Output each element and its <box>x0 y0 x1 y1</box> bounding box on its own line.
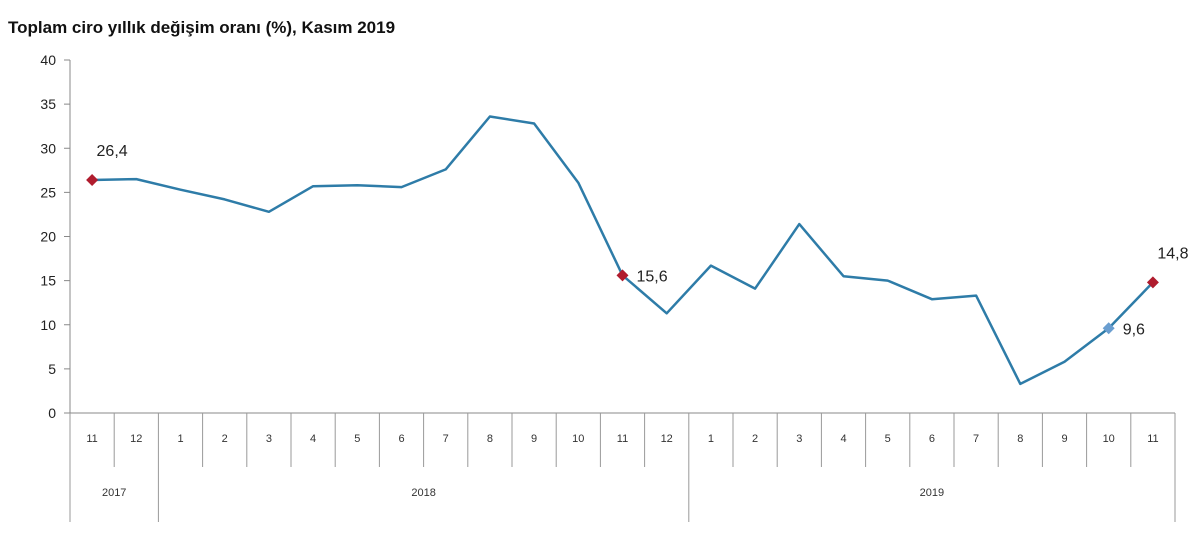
x-tick-label: 3 <box>796 433 802 445</box>
x-tick-label: 3 <box>266 433 272 445</box>
x-tick-label: 5 <box>354 433 360 445</box>
y-tick-label: 20 <box>40 229 56 245</box>
x-tick-label: 7 <box>973 433 979 445</box>
highlight-marker <box>1146 276 1159 289</box>
year-label: 2018 <box>411 487 435 499</box>
y-tick-label: 15 <box>40 273 56 289</box>
y-tick-label: 5 <box>48 361 56 377</box>
axes <box>64 59 1176 522</box>
year-label: 2017 <box>102 487 126 499</box>
highlight-marker <box>616 269 629 282</box>
x-tick-label: 11 <box>1147 433 1158 445</box>
x-tick-label: 10 <box>1103 433 1115 445</box>
x-tick-label: 12 <box>661 433 673 445</box>
x-tick-label: 12 <box>130 433 142 445</box>
year-label: 2019 <box>920 487 944 499</box>
x-tick-label: 8 <box>1017 433 1023 445</box>
x-tick-label: 4 <box>840 433 846 445</box>
highlight-marker <box>86 174 99 187</box>
x-tick-label: 6 <box>929 433 935 445</box>
data-label: 26,4 <box>97 143 128 160</box>
x-tick-label: 1 <box>177 433 183 445</box>
x-tick-label: 2 <box>752 433 758 445</box>
highlight-marker <box>1102 322 1115 335</box>
data-label: 9,6 <box>1123 321 1145 338</box>
x-tick-label: 4 <box>310 433 316 445</box>
x-tick-label: 9 <box>531 433 537 445</box>
x-tick-label: 1 <box>708 433 714 445</box>
x-tick-label: 10 <box>572 433 584 445</box>
y-tick-label: 30 <box>40 140 56 156</box>
x-tick-label: 5 <box>885 433 891 445</box>
x-tick-label: 9 <box>1061 433 1067 445</box>
x-tick-label: 8 <box>487 433 493 445</box>
data-label: 15,6 <box>637 268 668 285</box>
y-tick-label: 40 <box>40 52 56 68</box>
series-line <box>92 115 1154 386</box>
y-tick-label: 25 <box>40 184 56 200</box>
x-tick-label: 11 <box>617 433 628 445</box>
chart-title: Toplam ciro yıllık değişim oranı (%), Ka… <box>8 18 396 37</box>
data-label: 14,8 <box>1157 245 1188 262</box>
x-tick-label: 11 <box>86 433 97 445</box>
y-tick-label: 35 <box>40 96 56 112</box>
highlight-markers: 26,4 15,6 9,6 14,8 <box>86 143 1189 338</box>
series-layer <box>92 115 1154 386</box>
y-tick-label: 0 <box>48 405 56 421</box>
y-tick-labels: 0 5 10 15 20 25 30 35 40 <box>40 52 56 421</box>
x-tick-label: 7 <box>443 433 449 445</box>
x-tick-label: 2 <box>222 433 228 445</box>
y-tick-label: 10 <box>40 317 56 333</box>
x-tick-label: 6 <box>398 433 404 445</box>
